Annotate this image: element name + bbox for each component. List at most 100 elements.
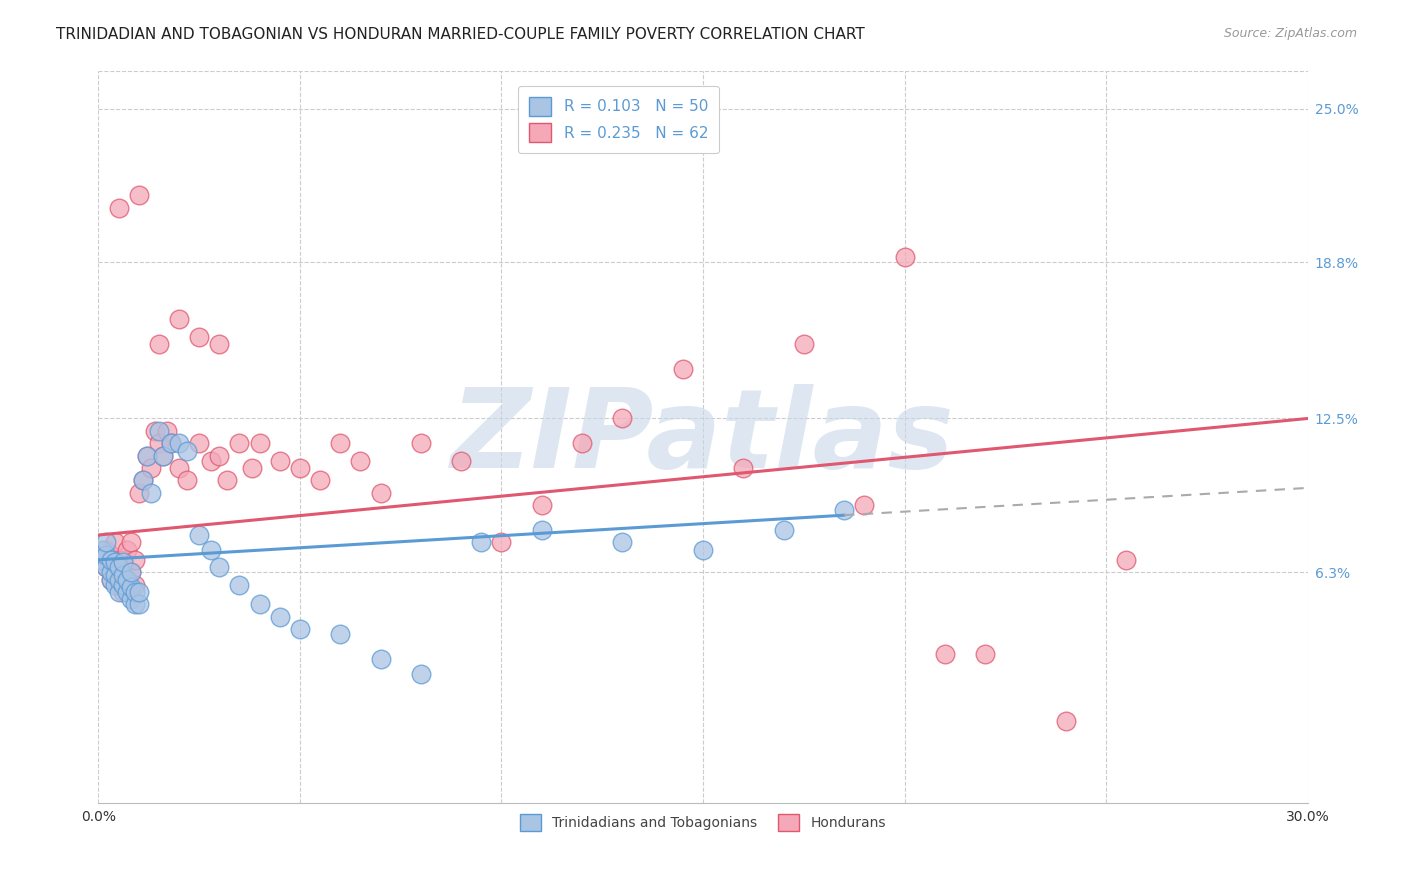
Point (115, 573, 138, 587)
Point (103, 577, 125, 591)
Point (100, 553, 122, 567)
Point (1115, 553, 1137, 567)
Point (120, 535, 142, 549)
Point (103, 535, 125, 549)
Text: TRINIDADIAN AND TOBAGONIAN VS HONDURAN MARRIED-COUPLE FAMILY POVERTY CORRELATION: TRINIDADIAN AND TOBAGONIAN VS HONDURAN M… (56, 27, 865, 42)
Point (124, 598, 146, 612)
Point (208, 449, 231, 463)
Text: ZIPatlas: ZIPatlas (451, 384, 955, 491)
Point (269, 610, 291, 624)
Point (167, 312, 190, 326)
Point (124, 553, 146, 567)
Point (132, 474, 155, 488)
Point (128, 188, 150, 202)
Point (228, 436, 250, 450)
Point (160, 436, 183, 450)
Point (96, 548, 118, 562)
Point (612, 411, 634, 425)
Point (450, 453, 472, 467)
Point (96, 560, 118, 574)
Point (103, 565, 125, 579)
Point (491, 535, 513, 549)
Point (200, 542, 222, 557)
Point (115, 585, 138, 599)
Point (167, 436, 190, 450)
Point (188, 329, 211, 343)
Point (111, 577, 134, 591)
Point (188, 528, 211, 542)
Point (156, 424, 179, 438)
Point (240, 461, 263, 475)
Point (409, 436, 432, 450)
Point (1054, 714, 1077, 728)
Point (139, 486, 162, 500)
Point (672, 362, 695, 376)
Point (103, 567, 125, 582)
Point (115, 573, 138, 587)
Point (793, 337, 815, 351)
Point (96, 535, 118, 549)
Point (217, 474, 239, 488)
Point (124, 577, 146, 591)
Point (120, 565, 142, 579)
Point (148, 436, 170, 450)
Point (370, 652, 392, 666)
Point (176, 443, 198, 458)
Point (200, 453, 222, 467)
Point (249, 598, 271, 612)
Point (120, 565, 142, 579)
Point (309, 474, 332, 488)
Point (288, 461, 311, 475)
Point (107, 585, 129, 599)
Point (124, 585, 146, 599)
Point (329, 436, 352, 450)
Point (91, 542, 114, 557)
Point (148, 424, 170, 438)
Point (107, 560, 129, 574)
Point (152, 449, 174, 463)
Point (111, 585, 134, 599)
Point (152, 449, 174, 463)
Point (733, 461, 755, 475)
Point (135, 449, 157, 463)
Point (103, 555, 125, 569)
Point (176, 474, 198, 488)
Point (107, 201, 129, 215)
Point (612, 535, 634, 549)
Point (96, 560, 118, 574)
Point (228, 577, 250, 591)
Point (143, 424, 166, 438)
Point (530, 523, 553, 537)
Point (269, 453, 291, 467)
Point (470, 535, 492, 549)
Point (120, 580, 142, 594)
Point (208, 560, 231, 574)
Point (934, 647, 956, 661)
Point (111, 555, 134, 569)
Point (692, 542, 714, 557)
Point (288, 622, 311, 636)
Point (128, 486, 150, 500)
Point (107, 560, 129, 574)
Point (91, 553, 114, 567)
Point (772, 523, 794, 537)
Point (571, 436, 593, 450)
Point (974, 647, 997, 661)
Point (128, 585, 150, 599)
Point (188, 436, 211, 450)
Point (120, 592, 142, 607)
Point (832, 503, 855, 517)
Point (148, 337, 170, 351)
Point (893, 250, 915, 264)
Point (100, 573, 122, 587)
Point (96, 542, 118, 557)
Point (100, 548, 122, 562)
Text: Source: ZipAtlas.com: Source: ZipAtlas.com (1223, 27, 1357, 40)
Point (409, 666, 432, 681)
Point (853, 498, 876, 512)
Point (100, 573, 122, 587)
Point (135, 449, 157, 463)
Point (160, 436, 183, 450)
Point (111, 553, 134, 567)
Point (100, 565, 122, 579)
